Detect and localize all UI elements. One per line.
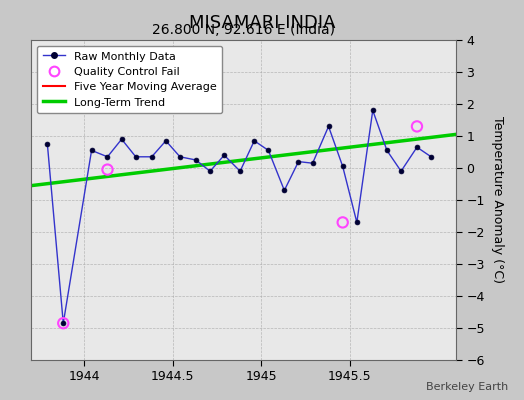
Point (339, 219, 347, 226)
Point (413, 123, 421, 130)
Point (103, 166, 112, 173)
Legend: Raw Monthly Data, Quality Control Fail, Five Year Moving Average, Long-Term Tren: Raw Monthly Data, Quality Control Fail, … (37, 46, 222, 113)
Title: 26.800 N, 92.616 E (India): 26.800 N, 92.616 E (India) (152, 24, 335, 38)
Text: Berkeley Earth: Berkeley Earth (426, 382, 508, 392)
Y-axis label: Temperature Anomaly (°C): Temperature Anomaly (°C) (491, 116, 504, 284)
Point (59, 320, 68, 326)
Text: MISAMARI INDIA: MISAMARI INDIA (189, 14, 335, 32)
